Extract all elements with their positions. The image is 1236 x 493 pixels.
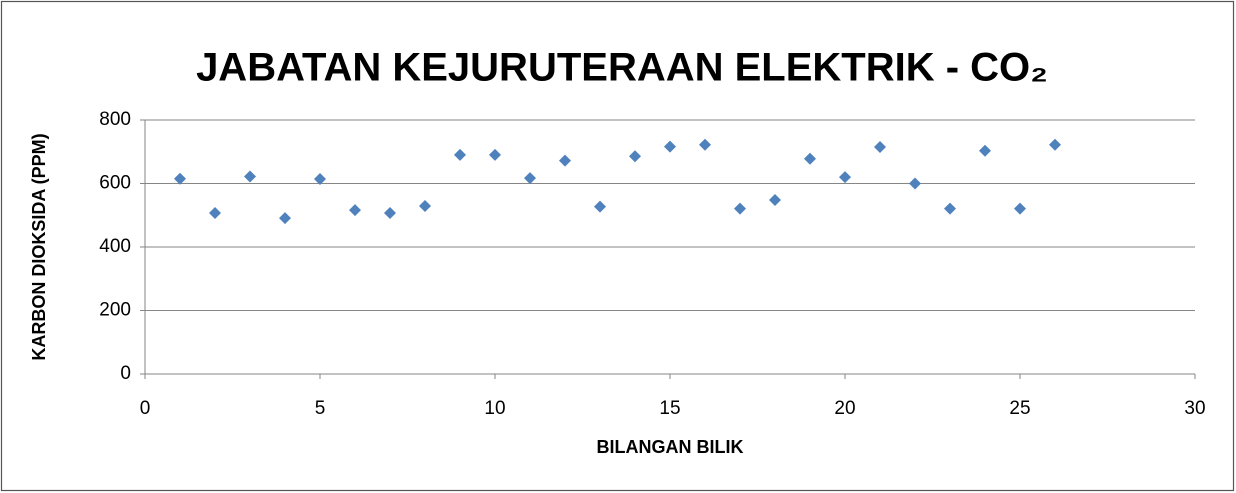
data-point (279, 212, 291, 225)
data-point (664, 140, 676, 153)
x-tick-label: 15 (659, 398, 680, 419)
x-tick-label: 20 (834, 398, 855, 419)
data-point (314, 173, 326, 186)
x-axis-label: BILANGAN BILIK (597, 437, 744, 457)
data-point (244, 170, 256, 183)
data-point (629, 150, 641, 163)
data-point (594, 200, 606, 213)
y-axis-label: KARBON DIOKSIDA (PPM) (29, 133, 49, 360)
data-point (874, 140, 886, 153)
data-point (1014, 202, 1026, 215)
y-tick-label: 400 (99, 236, 131, 257)
data-point (209, 207, 221, 220)
data-point (349, 204, 361, 217)
chart-title: JABATAN KEJURUTERAAN ELEKTRIK - CO₂ (196, 46, 1048, 90)
x-tick-label: 5 (315, 398, 326, 419)
data-point (174, 172, 186, 185)
y-tick-label: 0 (120, 363, 131, 384)
data-point (524, 172, 536, 185)
data-point (979, 144, 991, 157)
x-tick-label: 25 (1009, 398, 1030, 419)
data-point (839, 171, 851, 184)
y-tick-label: 600 (99, 173, 131, 194)
data-point (384, 207, 396, 220)
x-tick-label: 0 (140, 398, 151, 419)
data-point (1049, 138, 1061, 151)
data-point (419, 200, 431, 213)
y-tick-label: 200 (99, 300, 131, 321)
data-point (944, 202, 956, 215)
data-point (454, 148, 466, 161)
data-point (769, 194, 781, 207)
data-point (489, 148, 501, 161)
data-point (734, 202, 746, 215)
x-tick-label: 30 (1184, 398, 1205, 419)
x-tick-label: 10 (484, 398, 505, 419)
data-point (699, 138, 711, 151)
data-point (909, 177, 921, 190)
data-point (804, 152, 816, 165)
data-point (559, 154, 571, 167)
y-tick-label: 800 (99, 109, 131, 130)
